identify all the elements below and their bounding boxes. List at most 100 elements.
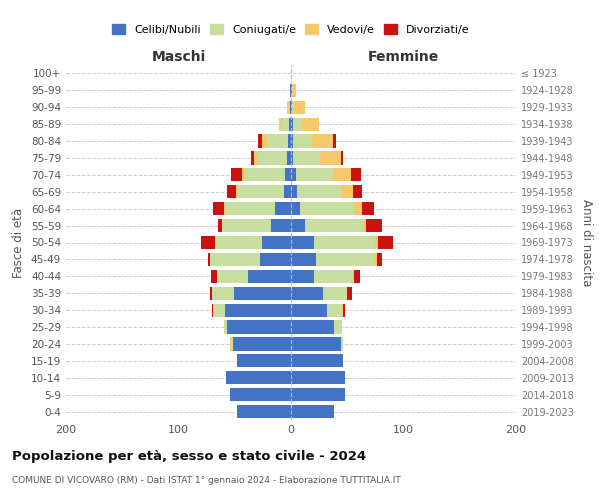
Bar	[291, 185, 296, 198]
Bar	[291, 118, 293, 131]
Bar	[362, 202, 374, 215]
Bar	[278, 118, 282, 131]
Bar	[291, 405, 334, 418]
Bar	[237, 405, 291, 418]
Bar	[211, 270, 217, 283]
Bar	[350, 168, 361, 181]
Bar	[291, 100, 292, 114]
Bar	[367, 219, 382, 232]
Bar	[223, 219, 271, 232]
Bar	[293, 134, 313, 147]
Bar	[296, 168, 332, 181]
Bar	[291, 134, 293, 147]
Bar	[232, 338, 233, 350]
Bar	[291, 219, 305, 232]
Bar	[212, 304, 214, 316]
Bar	[262, 134, 268, 147]
Bar	[291, 354, 343, 368]
Bar	[248, 270, 291, 283]
Bar	[287, 152, 291, 164]
Legend: Celibi/Nubili, Coniugati/e, Vedovi/e, Divorziati/e: Celibi/Nubili, Coniugati/e, Vedovi/e, Di…	[109, 21, 473, 38]
Bar	[327, 304, 341, 316]
Bar	[291, 202, 300, 215]
Bar	[227, 185, 236, 198]
Bar	[293, 118, 302, 131]
Bar	[214, 202, 223, 215]
Bar	[300, 202, 354, 215]
Bar	[287, 100, 289, 114]
Bar	[343, 304, 345, 316]
Bar	[291, 270, 314, 283]
Bar	[291, 304, 327, 316]
Bar	[291, 388, 345, 401]
Bar	[293, 152, 320, 164]
Bar	[323, 286, 347, 300]
Bar	[233, 338, 291, 350]
Bar	[290, 84, 291, 97]
Bar	[227, 320, 291, 334]
Bar	[347, 286, 352, 300]
Bar	[224, 202, 275, 215]
Bar	[215, 236, 262, 249]
Bar	[210, 253, 260, 266]
Bar	[262, 236, 291, 249]
Bar	[291, 253, 316, 266]
Bar	[223, 320, 227, 334]
Bar	[354, 202, 362, 215]
Bar	[260, 253, 291, 266]
Bar	[224, 304, 291, 316]
Bar	[353, 185, 362, 198]
Bar	[259, 152, 287, 164]
Bar	[291, 371, 345, 384]
Bar	[282, 118, 289, 131]
Bar	[332, 168, 350, 181]
Bar	[291, 236, 314, 249]
Bar	[251, 152, 254, 164]
Bar	[271, 219, 291, 232]
Bar	[210, 286, 212, 300]
Bar	[291, 286, 323, 300]
Bar	[201, 236, 215, 249]
Bar	[341, 304, 343, 316]
Bar	[334, 320, 341, 334]
Bar	[363, 219, 367, 232]
Text: Maschi: Maschi	[151, 50, 206, 64]
Bar	[291, 320, 334, 334]
Bar	[353, 270, 354, 283]
Bar	[291, 84, 292, 97]
Bar	[237, 185, 284, 198]
Bar	[287, 134, 291, 147]
Bar	[289, 100, 290, 114]
Text: Femmine: Femmine	[368, 50, 439, 64]
Bar	[332, 134, 336, 147]
Bar	[313, 134, 332, 147]
Bar	[292, 100, 295, 114]
Bar	[291, 168, 296, 181]
Bar	[286, 168, 291, 181]
Bar	[289, 118, 291, 131]
Y-axis label: Anni di nascita: Anni di nascita	[580, 199, 593, 286]
Bar	[218, 219, 223, 232]
Text: COMUNE DI VICOVARO (RM) - Dati ISTAT 1° gennaio 2024 - Elaborazione TUTTITALIA.I: COMUNE DI VICOVARO (RM) - Dati ISTAT 1° …	[12, 476, 401, 485]
Bar	[290, 100, 291, 114]
Bar	[316, 253, 374, 266]
Bar	[377, 253, 382, 266]
Bar	[376, 236, 377, 249]
Bar	[233, 286, 291, 300]
Bar	[354, 270, 359, 283]
Y-axis label: Fasce di età: Fasce di età	[13, 208, 25, 278]
Bar	[241, 168, 245, 181]
Bar	[374, 253, 377, 266]
Bar	[377, 236, 394, 249]
Bar	[341, 185, 353, 198]
Bar	[314, 236, 376, 249]
Bar	[245, 168, 286, 181]
Bar	[291, 152, 293, 164]
Bar	[214, 304, 224, 316]
Bar	[226, 371, 291, 384]
Text: Popolazione per età, sesso e stato civile - 2024: Popolazione per età, sesso e stato civil…	[12, 450, 366, 463]
Bar	[341, 152, 343, 164]
Bar	[341, 338, 343, 350]
Bar	[236, 185, 237, 198]
Bar	[254, 152, 259, 164]
